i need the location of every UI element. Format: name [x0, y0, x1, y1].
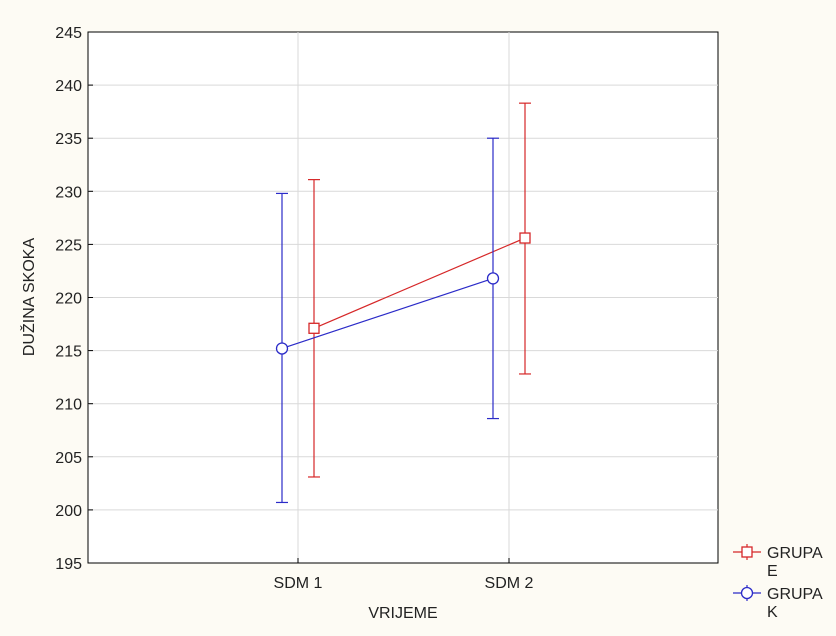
- y-tick-label: 230: [55, 184, 82, 201]
- y-tick-label: 200: [55, 503, 82, 520]
- y-tick-label: 225: [55, 237, 82, 254]
- x-axis-label: VRIJEME: [368, 605, 437, 622]
- legend-item: GRUPA K: [733, 585, 823, 621]
- y-tick-label: 220: [55, 291, 82, 308]
- legend-label: GRUPA E: [767, 545, 823, 580]
- x-tick-label: SDM 2: [485, 575, 534, 592]
- y-tick-label: 215: [55, 344, 82, 361]
- legend-item: GRUPA E: [733, 544, 823, 580]
- series-line: [313, 237, 526, 329]
- data-point-square: [519, 232, 531, 244]
- series-line: [281, 277, 494, 350]
- x-tick-label: SDM 1: [274, 575, 323, 592]
- data-point-circle: [275, 342, 289, 355]
- y-tick-label: 210: [55, 397, 82, 414]
- data-point-square: [308, 322, 320, 334]
- grid: [88, 32, 718, 563]
- legend-label: GRUPA K: [767, 586, 823, 621]
- legend-marker-square: [741, 546, 753, 558]
- axes: 195 200 205 210 215 220 225 230 235 240 245 SDM 1 SD…: [55, 25, 533, 592]
- legend: GRUPA E GRUPA K: [733, 544, 823, 621]
- y-tick-label: 240: [55, 78, 82, 95]
- data-point-circle: [486, 272, 500, 285]
- series-layer: [275, 102, 531, 504]
- y-tick-label: 205: [55, 450, 82, 467]
- series-group: [275, 137, 500, 504]
- y-tick-label: 235: [55, 131, 82, 148]
- legend-marker-circle: [740, 586, 754, 600]
- y-tick-label: 195: [55, 556, 82, 573]
- y-tick-label: 245: [55, 25, 82, 42]
- series-group: [308, 102, 531, 478]
- y-axis-label: DUŽINA SKOKA: [19, 238, 38, 357]
